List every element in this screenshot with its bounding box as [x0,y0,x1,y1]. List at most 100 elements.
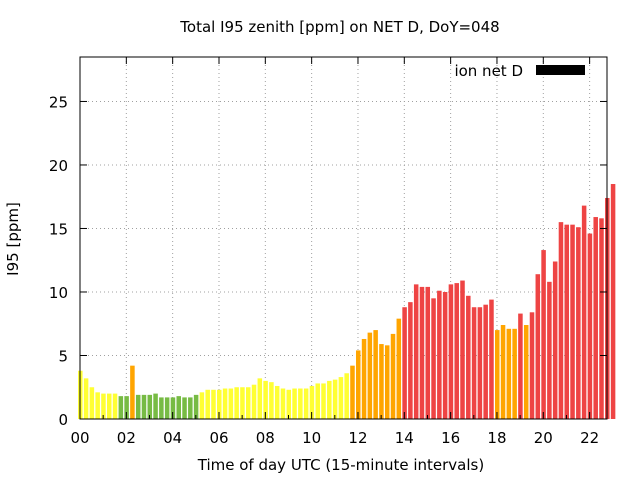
bar [309,385,315,419]
y-tick-label: 25 [49,93,68,111]
bar [489,299,494,419]
bar [483,304,488,419]
bar [558,222,564,419]
bar [101,393,106,419]
bar [193,394,199,419]
bar [188,397,193,419]
bar [274,385,280,419]
bar [419,286,425,419]
bar [112,393,118,419]
y-tick-labels: 0 5 10 15 20 25 [49,93,68,429]
bar [106,393,112,419]
bar [437,290,442,419]
bar [205,389,210,419]
y-tick-label: 5 [58,347,68,365]
x-tick-label: 10 [302,429,321,447]
bar [547,281,552,419]
bar [518,313,523,419]
bar [529,312,535,419]
bar [361,338,367,419]
bar [466,295,471,419]
x-tick-label: 18 [487,429,506,447]
plot-frame [79,56,608,420]
bar [610,184,616,419]
bar [541,250,546,419]
bar [408,302,413,419]
bar [124,396,129,419]
x-tick-label: 12 [348,429,367,447]
bar [211,389,216,419]
bar [494,330,500,419]
bar [234,387,239,419]
bar [315,383,320,419]
bar [141,394,147,419]
y-tick-label: 15 [49,220,68,238]
bar [269,382,274,419]
bar [130,365,135,419]
x-tick-label: 04 [163,429,182,447]
bar [89,387,95,419]
legend-label: ion net D [454,62,523,80]
bar [442,291,448,419]
bar [350,365,355,419]
bar [413,284,419,419]
x-tick-labels: 00 02 04 06 08 10 12 14 16 18 20 22 [70,429,599,447]
bar [570,224,575,419]
bar [454,283,459,419]
bar [199,392,205,419]
bar [471,307,477,419]
y-tick-label: 10 [49,284,68,302]
bar [460,280,465,419]
bar [506,328,512,419]
bar [500,325,506,419]
bar [118,396,124,419]
bar [95,392,100,419]
bar [425,286,431,419]
bar [564,224,570,419]
bar [286,389,292,419]
bar [332,379,338,419]
x-tick-label: 22 [580,429,599,447]
bar [240,387,245,419]
bar [176,396,181,419]
grid-lines [80,57,607,419]
bar [217,389,222,419]
y-tick-label: 20 [49,157,68,175]
bar [245,387,251,419]
bar [390,333,396,419]
bar [356,350,361,419]
x-tick-label: 00 [70,429,89,447]
legend-swatch [536,65,585,75]
bar [552,261,558,419]
x-tick-label: 16 [441,429,460,447]
bar [523,325,529,419]
bar [344,373,349,419]
x-tick-label: 08 [256,429,275,447]
axes [79,56,608,420]
bar [83,378,89,419]
bar [135,394,141,419]
bar [147,394,153,419]
bar [593,217,598,419]
bar [280,388,286,419]
bar [321,383,326,419]
bar [384,345,390,419]
bar [477,307,483,419]
x-axis-label: Time of day UTC (15-minute intervals) [197,456,484,474]
bar [159,397,164,419]
bar [153,393,158,419]
bar [576,227,581,419]
bar [581,205,587,419]
bar [292,388,297,419]
bar [396,318,402,419]
bar [431,298,436,419]
bar [338,377,344,419]
y-tick-label: 0 [58,411,68,429]
bar-series [78,184,616,419]
bar [251,384,257,419]
bar [599,218,604,419]
bar [373,330,378,419]
bar [298,388,303,419]
bar [512,328,517,419]
